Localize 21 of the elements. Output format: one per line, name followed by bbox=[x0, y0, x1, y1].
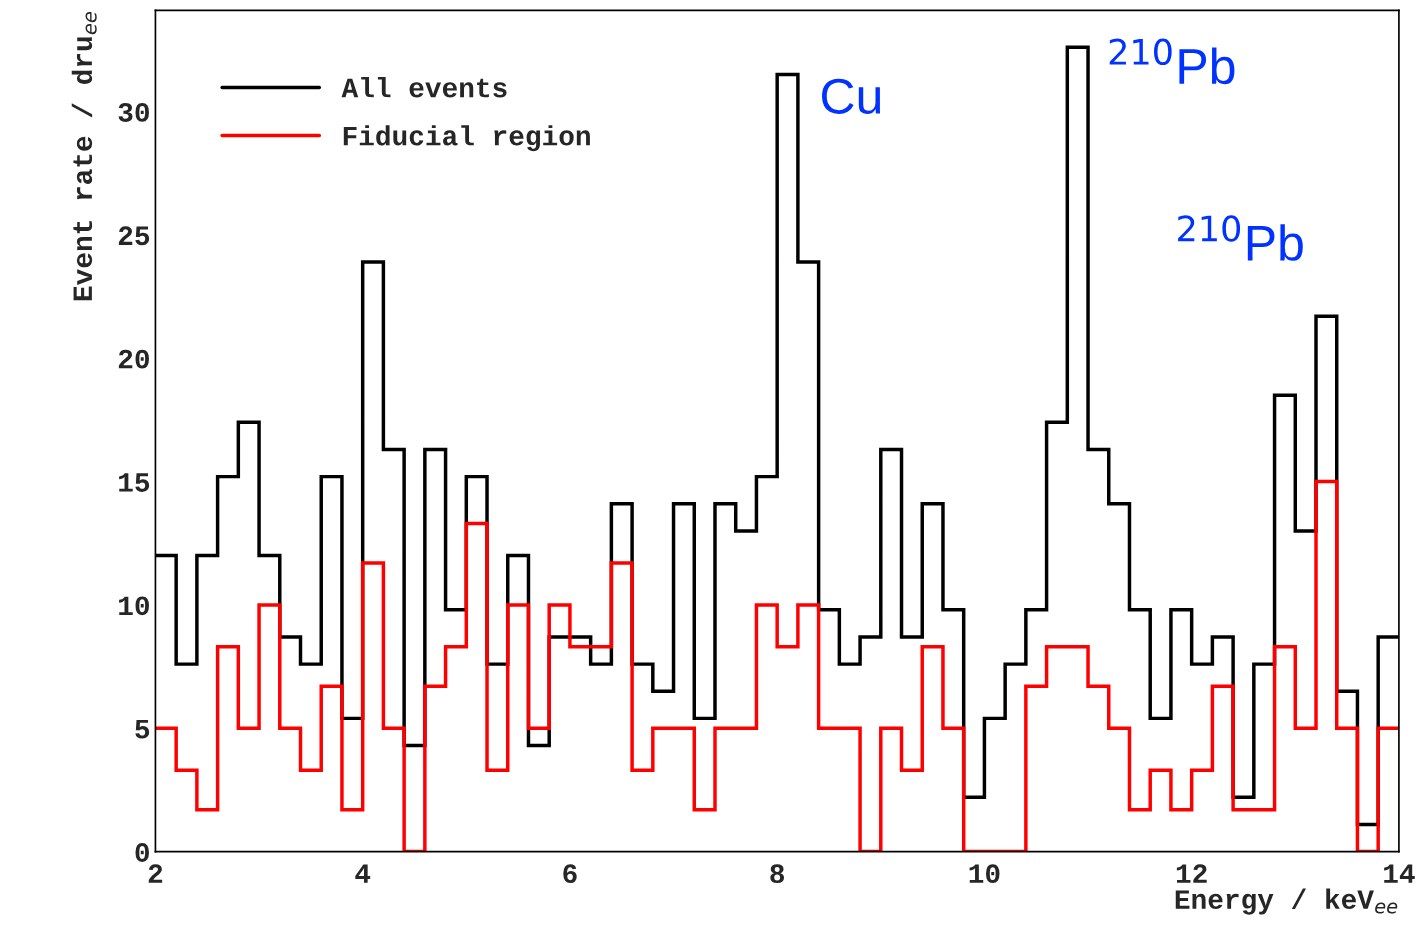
y-tick-label: 30 bbox=[118, 102, 149, 122]
x-axis-title: Energy / keV$_{ee}$ bbox=[1175, 888, 1398, 915]
y-tick-label: 15 bbox=[119, 473, 150, 492]
annotation: Cu bbox=[821, 78, 881, 115]
y-tick-label: 20 bbox=[118, 349, 149, 369]
y-tick-label: 25 bbox=[118, 226, 150, 246]
y-tick-label: 5 bbox=[135, 720, 150, 739]
x-tick-label: 2 bbox=[148, 864, 163, 883]
x-tick-label: 4 bbox=[355, 864, 371, 883]
x-tick-label: 14 bbox=[1384, 864, 1415, 883]
y-tick-label: 0 bbox=[135, 843, 149, 862]
x-tick-label: 12 bbox=[1176, 864, 1207, 883]
x-tick-label: 10 bbox=[969, 864, 1000, 884]
x-tick-label: 8 bbox=[770, 864, 785, 884]
annotation: $^{210}$Pb bbox=[1178, 215, 1303, 261]
annotation: $^{210}$Pb bbox=[1109, 38, 1235, 85]
legend-label: All events bbox=[341, 77, 507, 98]
legend-label: Fiducial region bbox=[343, 125, 590, 152]
y-axis-title: Event rate / dru$_{ee}$ bbox=[71, 11, 97, 301]
x-tick-label: 6 bbox=[563, 864, 577, 884]
y-tick-label: 10 bbox=[119, 596, 149, 616]
